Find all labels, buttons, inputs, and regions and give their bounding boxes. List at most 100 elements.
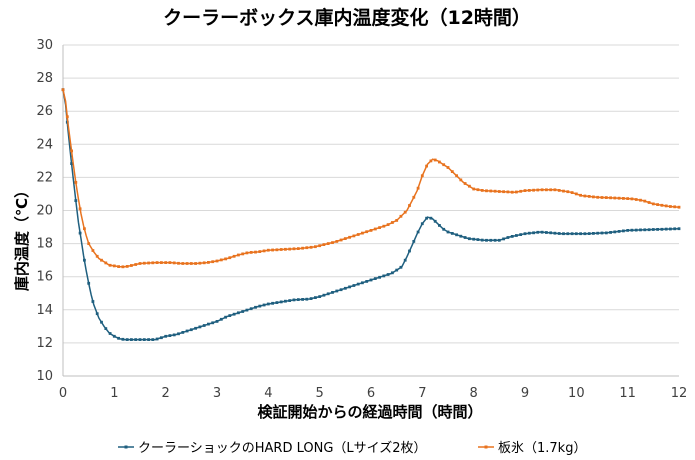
data-point <box>660 227 664 231</box>
data-point <box>386 273 390 276</box>
data-point <box>574 232 578 236</box>
data-point <box>532 231 535 235</box>
data-point <box>202 324 206 327</box>
data-point <box>211 260 215 264</box>
data-point <box>241 310 245 313</box>
data-point <box>249 307 253 311</box>
data-point <box>232 312 236 316</box>
data-point <box>519 233 523 236</box>
y-tick-label: 18 <box>36 237 53 252</box>
data-point <box>562 189 565 193</box>
data-point <box>651 228 655 231</box>
data-point <box>202 261 206 265</box>
data-point <box>502 190 505 194</box>
data-point <box>322 293 326 297</box>
data-point <box>112 264 116 268</box>
data-point <box>429 159 433 163</box>
data-point <box>468 184 471 188</box>
data-point <box>121 265 125 269</box>
data-point <box>258 304 262 308</box>
data-point <box>83 227 86 231</box>
data-point <box>596 195 600 199</box>
data-point <box>356 233 360 236</box>
legend-item: 板氷（1.7kg） <box>478 441 586 456</box>
data-point <box>318 244 322 248</box>
series-1 <box>61 88 681 341</box>
data-point <box>117 265 120 268</box>
data-point <box>339 238 343 242</box>
data-point <box>416 186 420 190</box>
data-point <box>600 231 604 235</box>
data-point <box>378 275 381 279</box>
data-point <box>433 158 437 162</box>
data-point <box>207 261 210 264</box>
data-point <box>194 326 197 330</box>
data-point <box>198 325 202 329</box>
y-tick-label: 28 <box>36 71 53 86</box>
data-point <box>536 188 540 192</box>
data-point <box>262 249 266 253</box>
data-point <box>442 163 446 167</box>
data-point <box>446 230 450 234</box>
data-point <box>485 238 488 242</box>
data-point <box>472 237 476 241</box>
data-point <box>356 282 360 286</box>
data-point <box>493 189 497 193</box>
data-point <box>275 248 279 252</box>
x-tick-label: 4 <box>264 386 272 401</box>
data-point <box>643 228 647 232</box>
data-point <box>592 232 595 235</box>
data-point <box>288 299 292 302</box>
data-point <box>189 262 193 265</box>
data-point <box>626 229 630 232</box>
data-point <box>365 230 369 234</box>
x-tick-label: 0 <box>59 386 67 401</box>
x-axis-ticks: 0 1 2 3 4 5 6 7 8 9 10 11 12 <box>59 386 687 401</box>
data-point <box>284 247 287 251</box>
data-point <box>117 336 120 340</box>
data-point <box>224 315 227 319</box>
data-point <box>361 231 364 235</box>
data-point <box>557 232 561 235</box>
data-point <box>425 164 428 168</box>
data-point <box>305 297 309 301</box>
legend-marker-swatch <box>124 445 128 449</box>
data-point <box>292 247 296 251</box>
data-point <box>74 199 78 202</box>
data-point <box>314 296 317 299</box>
data-point <box>78 231 82 235</box>
data-point <box>138 338 142 341</box>
data-point <box>373 277 377 280</box>
data-point <box>630 197 634 201</box>
data-point <box>284 299 287 303</box>
data-point <box>549 231 553 235</box>
data-point <box>309 297 313 300</box>
data-point <box>617 230 621 233</box>
data-point <box>604 196 608 199</box>
data-point <box>258 250 262 253</box>
y-tick-label: 24 <box>36 137 53 152</box>
data-point <box>95 312 99 316</box>
data-point <box>527 231 531 235</box>
data-point <box>480 238 484 242</box>
data-point <box>172 261 176 265</box>
data-point <box>74 181 78 184</box>
data-point <box>147 261 150 265</box>
x-tick-label: 6 <box>367 386 375 401</box>
y-axis-ticks: 10 12 14 16 18 20 22 24 26 28 30 <box>36 38 53 384</box>
data-point <box>510 190 514 194</box>
data-point <box>348 285 351 289</box>
data-point <box>647 201 651 204</box>
legend-label: 板氷（1.7kg） <box>498 441 586 456</box>
data-point <box>215 259 219 263</box>
data-point <box>502 237 505 241</box>
data-point <box>497 238 501 242</box>
data-point <box>343 286 347 290</box>
data-point <box>87 242 91 245</box>
data-point <box>155 337 159 341</box>
data-point <box>91 249 95 252</box>
data-point <box>104 261 108 265</box>
data-point <box>198 261 202 265</box>
y-tick-label: 20 <box>36 204 53 219</box>
data-point <box>391 271 394 275</box>
